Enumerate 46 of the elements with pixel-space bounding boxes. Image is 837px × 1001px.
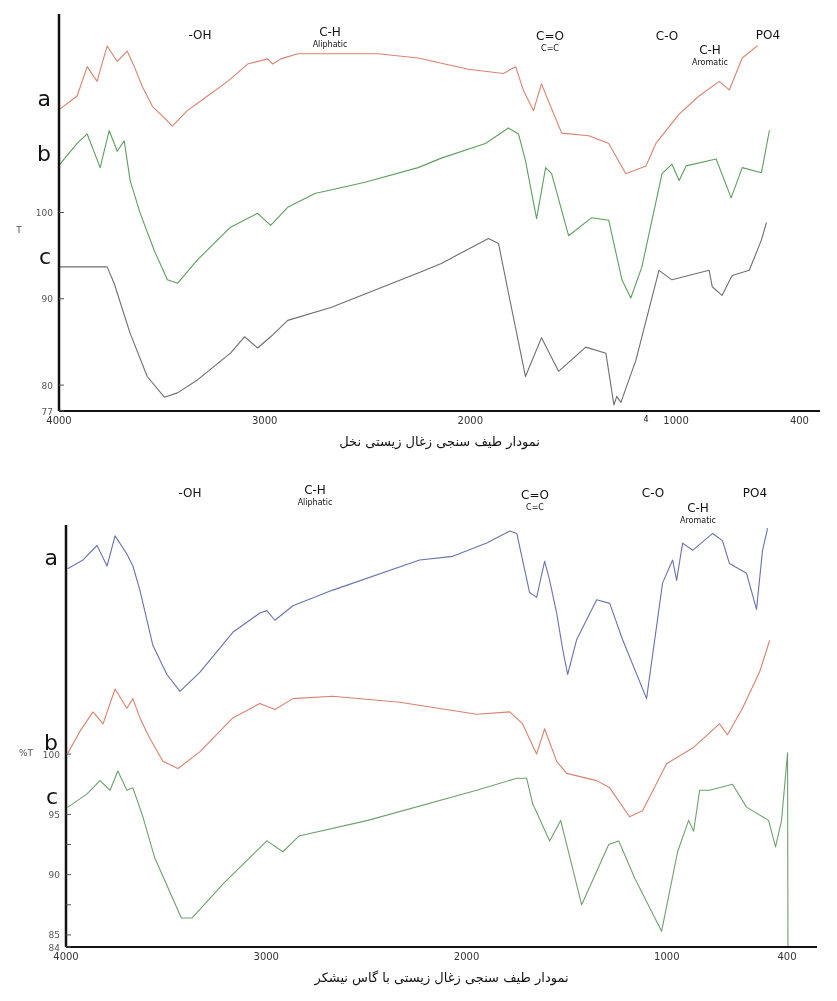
- line-series: [59, 127, 770, 299]
- y-tick-label: 85: [48, 930, 60, 941]
- x-axis-title: نمودار طیف سنجی زغال زیستی نخل: [339, 434, 540, 450]
- line-series: [59, 222, 767, 406]
- x-tick-label: 1000: [663, 415, 689, 426]
- text: C=O C=C: [521, 488, 549, 512]
- line-series: [67, 528, 769, 700]
- y-tick-label: 95: [48, 809, 60, 820]
- y-tick-label: 100: [35, 208, 54, 218]
- y-tick-label: 84: [48, 942, 61, 953]
- series-label: c: [45, 784, 58, 810]
- series-label: a: [37, 85, 51, 111]
- x-tick-label: 3000: [253, 951, 279, 962]
- text: 4: [643, 415, 649, 424]
- text: -OH: [178, 486, 202, 500]
- x-tick-label: 4000: [46, 415, 72, 426]
- annotation: C-H Aromatic: [692, 43, 728, 67]
- x-tick-label: 4000: [53, 951, 79, 962]
- x-tick-label: 2000: [453, 951, 480, 962]
- y-tick-label: 80: [41, 380, 54, 391]
- text: C-O: [641, 486, 665, 500]
- x-tick-label: 3000: [251, 415, 278, 426]
- y-axis-title: T: [15, 224, 23, 235]
- x-tick-label: 2000: [457, 415, 484, 426]
- series-label: c: [38, 243, 51, 269]
- annotation: C-O: [655, 29, 679, 43]
- line-series: [67, 752, 789, 947]
- series-label: a: [44, 545, 58, 571]
- text: C-H Aliphatic: [297, 483, 333, 507]
- y-axis-title: %T: [18, 748, 34, 758]
- y-tick-label: 90: [48, 870, 61, 881]
- x-tick-label: 400: [789, 415, 809, 426]
- y-tick-label: 77: [41, 406, 53, 417]
- y-tick-label: 90: [41, 294, 54, 305]
- series-label: b: [37, 141, 51, 167]
- annotation: C-H Aliphatic: [312, 25, 348, 49]
- x-tick-label: 400: [777, 951, 797, 962]
- y-tick-label: 100: [42, 749, 61, 760]
- annotation: C=O C=C: [536, 29, 564, 53]
- line-series: [67, 640, 771, 818]
- x-axis-title: نمودار طیف سنجی زغال زیستی با گاس نیشکر: [313, 970, 569, 986]
- annotation: -OH: [188, 28, 212, 42]
- annotation: PO4: [755, 28, 781, 42]
- text: PO4: [742, 486, 768, 500]
- text: C-H Aromatic: [680, 501, 716, 525]
- x-tick-label: 1000: [654, 951, 680, 962]
